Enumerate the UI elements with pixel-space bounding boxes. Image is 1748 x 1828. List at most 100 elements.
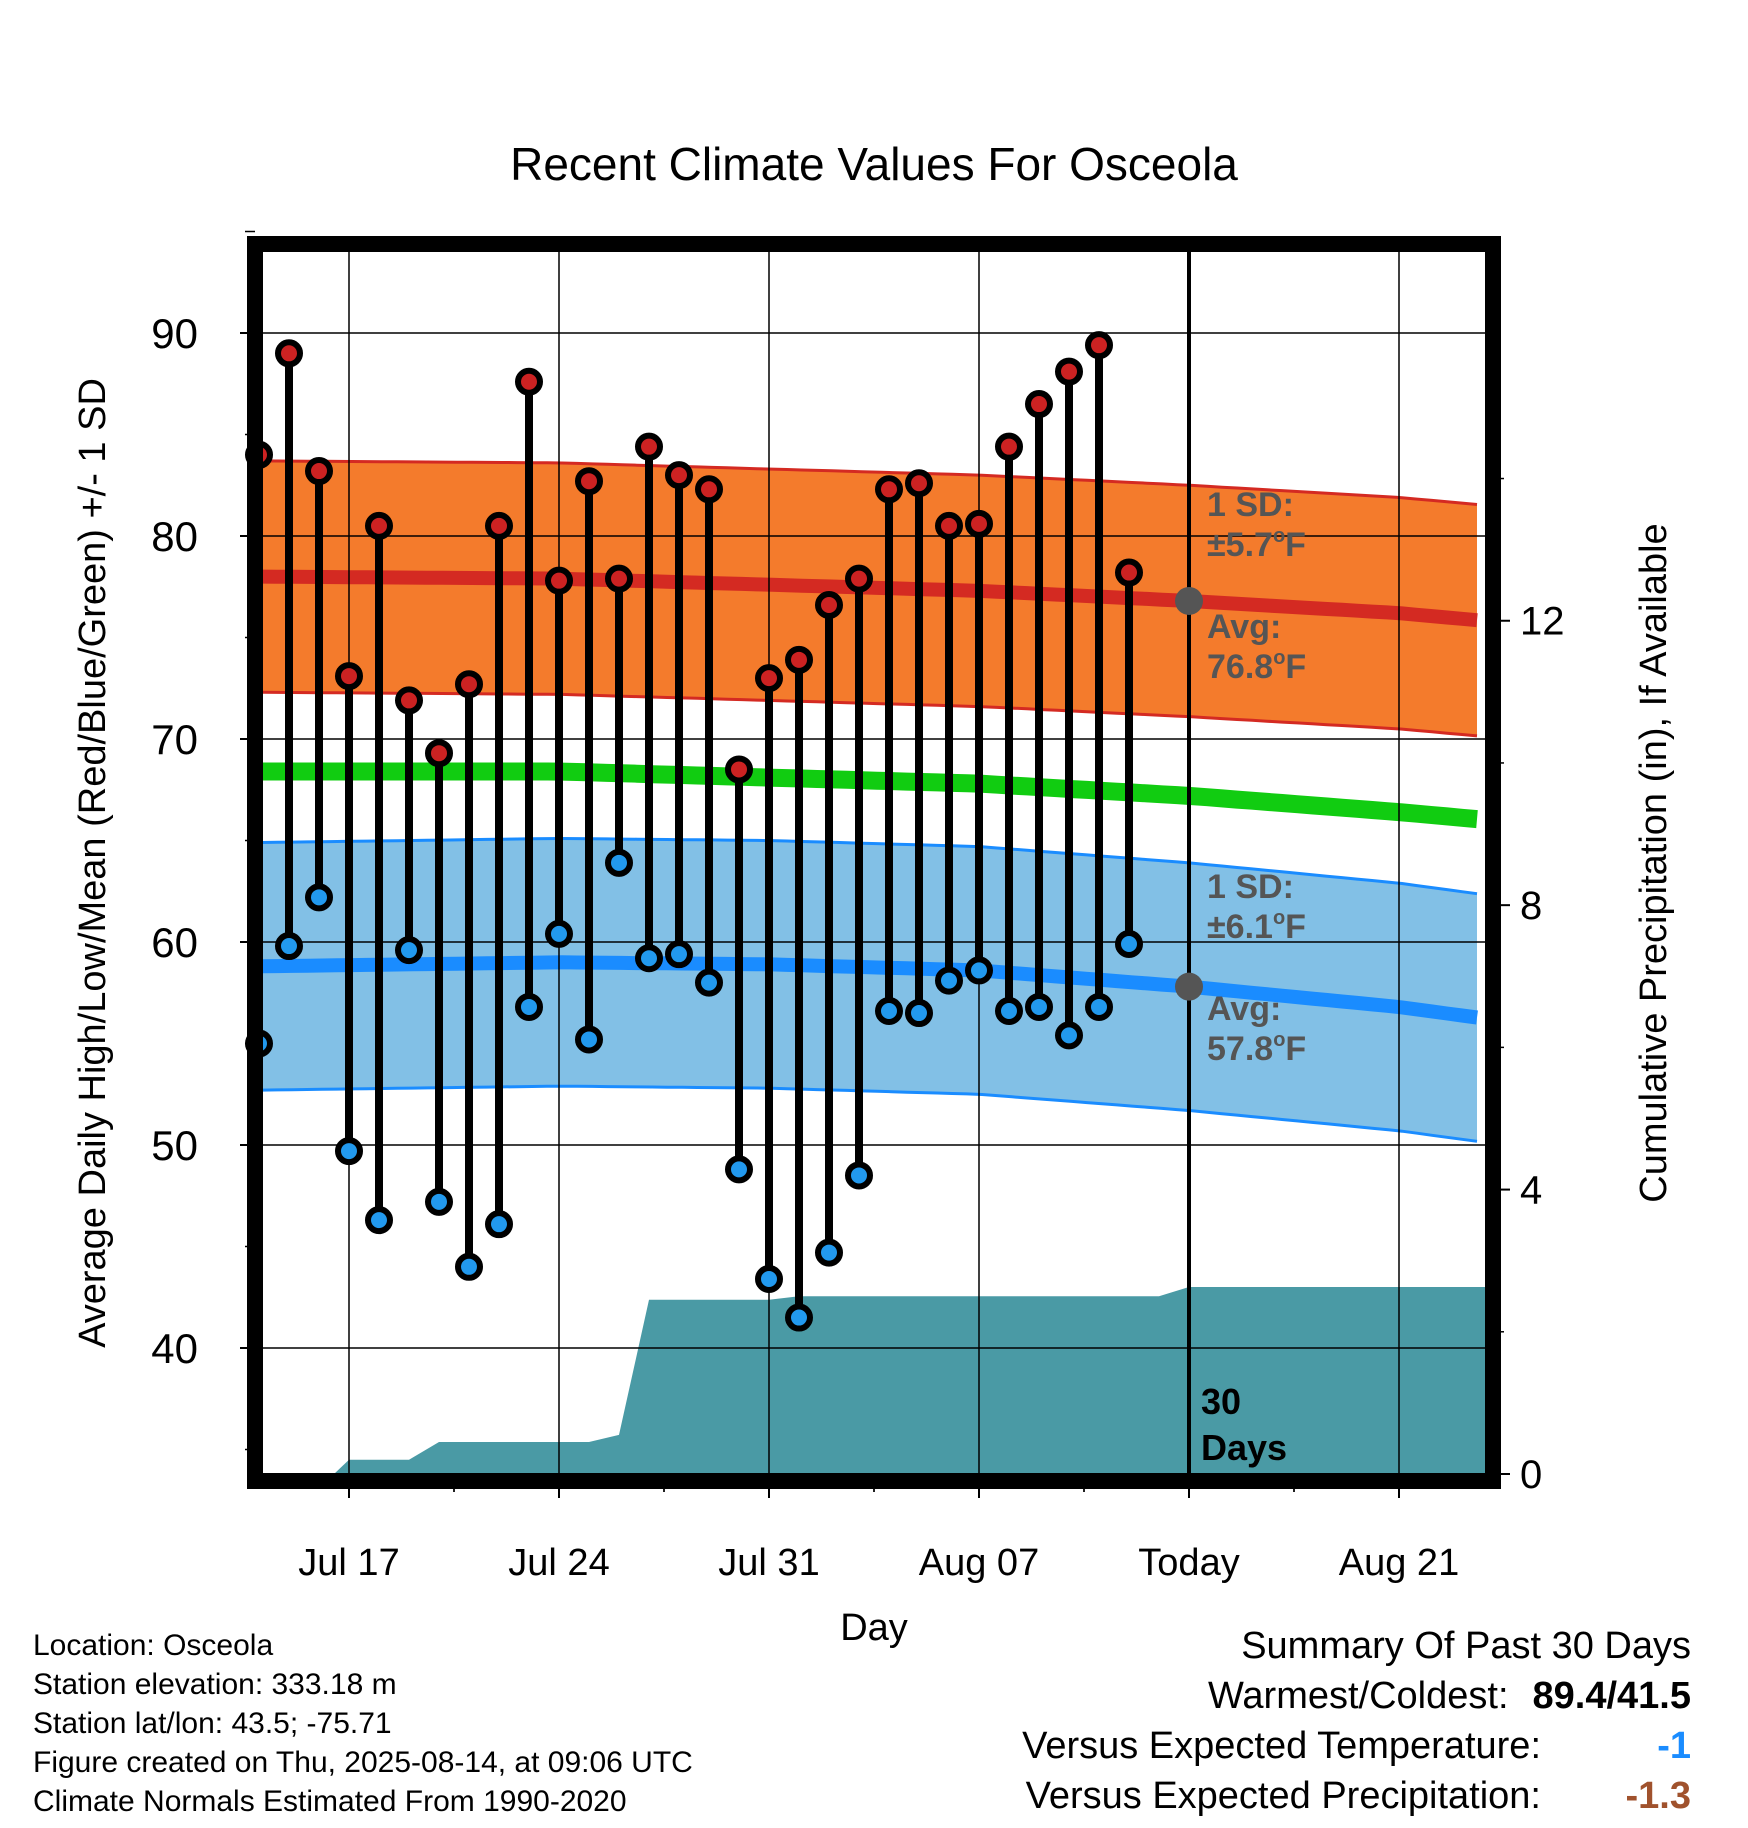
low-avg-value: 57.8oF [1207, 1029, 1306, 1068]
low-temp-point [695, 968, 723, 997]
low-temp-point [725, 1155, 753, 1184]
high-temp-point [755, 664, 783, 693]
high-temp-point [725, 755, 753, 784]
high-temp-point [905, 469, 933, 498]
low-temp-point [485, 1210, 513, 1239]
low-temp-point [1025, 992, 1053, 1021]
precip-value: -1.3 [1625, 1775, 1691, 1817]
high-temp-point [695, 475, 723, 504]
low-avg-label: Avg: [1207, 990, 1281, 1028]
x-tick-label: Jul 17 [298, 1542, 399, 1584]
low-temp-point [755, 1264, 783, 1293]
low-temp-point [815, 1238, 843, 1267]
low-sd-label: 1 SD: [1207, 868, 1294, 906]
low-temp-point [575, 1025, 603, 1054]
low-avg-marker [1175, 972, 1203, 1001]
high-temp-point [935, 511, 963, 540]
summary-warmest-row: Warmest/Coldest: 89.4/41.5 [1022, 1671, 1691, 1721]
low-temp-point [305, 883, 333, 912]
high-temp-point [1025, 390, 1053, 419]
high-temp-point [1085, 331, 1113, 360]
low-temp-point [365, 1206, 393, 1235]
y-axis-label: Average Daily High/Low/Mean (Red/Blue/Gr… [72, 378, 114, 1348]
high-temp-point [365, 511, 393, 540]
high-temp-point [275, 339, 303, 368]
high-temp-point [785, 645, 813, 674]
high-temp-point [305, 457, 333, 486]
low-temp-point [665, 940, 693, 969]
x-tick-label: Jul 31 [718, 1542, 819, 1584]
high-temp-point [995, 432, 1023, 461]
low-temp-point [1055, 1021, 1083, 1050]
high-temp-point [815, 591, 843, 620]
high-sd-band [262, 460, 1477, 736]
x-tick-label: Jul 24 [508, 1542, 609, 1584]
temp-label: Versus Expected Temperature: [1022, 1725, 1541, 1767]
low-temp-point [935, 966, 963, 995]
chart-title: Recent Climate Values For Osceola [510, 138, 1238, 190]
summary-precip-row: Versus Expected Precipitation: -1.3 [1022, 1771, 1691, 1821]
days-label-text: Days [1201, 1427, 1287, 1468]
y2-tick-label: 4 [1520, 1169, 1542, 1213]
days-label-number: 30 [1201, 1381, 1241, 1422]
low-temp-point [635, 944, 663, 973]
low-temp-point [785, 1303, 813, 1332]
low-temp-point [515, 992, 543, 1021]
low-temp-point [845, 1161, 873, 1190]
y-tick-label: 50 [151, 1122, 198, 1169]
low-temp-point [335, 1137, 363, 1166]
high-temp-point [965, 509, 993, 538]
x-tick-label: Aug 07 [919, 1542, 1039, 1584]
temp-value: -1 [1657, 1725, 1691, 1767]
y-tick-label: 40 [151, 1325, 198, 1372]
high-avg-label: Avg: [1207, 608, 1281, 646]
low-temp-point [395, 936, 423, 965]
high-temp-point [875, 475, 903, 504]
y-tick-label: 80 [151, 513, 198, 560]
low-temp-point [1085, 992, 1113, 1021]
created-text: Figure created on Thu, 2025-08-14, at 09… [33, 1746, 693, 1779]
y2-tick-label: 0 [1520, 1453, 1542, 1497]
plot-frame [247, 236, 1501, 1489]
warmest-value: 89.4/41.5 [1532, 1675, 1691, 1717]
high-temp-point [605, 564, 633, 593]
high-temp-point [425, 739, 453, 768]
high-avg-value: 76.8oF [1207, 647, 1306, 686]
x-tick-label: Aug 21 [1339, 1542, 1459, 1584]
summary-title: Summary Of Past 30 Days [1241, 1625, 1691, 1667]
summary-panel: Summary Of Past 30 Days Warmest/Coldest:… [1022, 1621, 1691, 1821]
y2-tick-label: 8 [1520, 884, 1542, 928]
high-temp-point [1055, 357, 1083, 386]
high-sd-value: ±5.7oF [1207, 525, 1306, 564]
high-temp-point [515, 367, 543, 396]
y-tick-label: 60 [151, 919, 198, 966]
y2-axis-label: Cumulative Precipitation (in), If Availa… [1633, 523, 1675, 1202]
high-avg-marker [1175, 586, 1203, 615]
high-temp-point [575, 467, 603, 496]
precip-area [262, 1287, 1486, 1474]
y-tick-label: 70 [151, 716, 198, 763]
low-temp-point [875, 997, 903, 1026]
high-temp-point [455, 670, 483, 699]
low-temp-point [605, 848, 633, 877]
elevation-text: Station elevation: 333.18 m [33, 1668, 397, 1701]
high-temp-point [485, 511, 513, 540]
low-temp-point [965, 956, 993, 985]
low-temp-point [275, 932, 303, 961]
location-text: Location: Osceola [33, 1629, 274, 1662]
high-temp-point [845, 564, 873, 593]
high-temp-point [335, 662, 363, 691]
x-axis-label: Day [840, 1607, 908, 1649]
low-sd-band [262, 838, 1477, 1142]
latlon-text: Station lat/lon: 43.5; -75.71 [33, 1707, 392, 1740]
low-sd-value: ±6.1oF [1207, 907, 1306, 946]
normals-text: Climate Normals Estimated From 1990-2020 [33, 1785, 627, 1818]
precip-label: Versus Expected Precipitation: [1025, 1775, 1541, 1817]
station-info: Location: Osceola Station elevation: 333… [33, 1626, 693, 1821]
x-tick-label: Today [1138, 1542, 1239, 1584]
high-temp-point [1115, 558, 1143, 587]
high-temp-point [545, 566, 573, 595]
summary-temp-row: Versus Expected Temperature: -1 [1022, 1721, 1691, 1771]
high-temp-point [665, 461, 693, 490]
